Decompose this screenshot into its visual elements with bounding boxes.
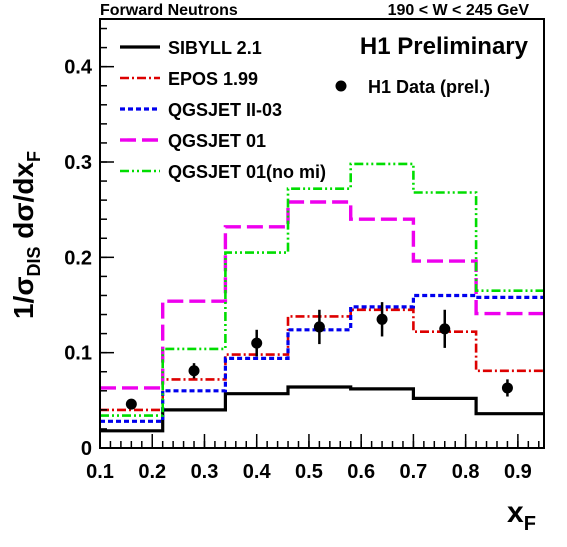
x-tick-label: 0.5 [295,461,323,483]
legend-marker-data [335,80,347,92]
x-axis-label: xF [507,496,536,535]
y-tick-label: 0.4 [64,57,93,79]
x-tick-label: 0.4 [243,461,272,483]
header-left-label: Forward Neutrons [100,2,238,19]
axis-ticks-layer: 0.1 0.2 0.3 0.4 0.5 0.6 0.7 0.8 0.900.10.20.30.4 [64,27,540,483]
y-axis-label-sub-dis: DIS [24,246,44,276]
x-tick-label: 0.8 [452,461,480,483]
data-point-4 [313,321,325,333]
series-line-1 [100,385,544,433]
x-tick-label: 0.6 [347,461,375,483]
x-tick-label: 0.7 [400,461,428,483]
data-point-5 [376,313,388,325]
y-axis-label-prefix: 1/σ [8,277,39,320]
x-axis-label-main: x [507,496,524,529]
data-point-2 [188,365,200,377]
legend-label-data: H1 Data (prel.) [368,77,490,97]
x-axis-label-sub: F [524,513,536,535]
series-line-5 [100,162,544,417]
x-tick-label: 0.9 [504,461,532,483]
x-tick-label: 0.1 [86,461,114,483]
series-line-3 [100,293,544,423]
x-tick-label: 0.3 [191,461,219,483]
y-tick-label: 0.1 [64,343,92,365]
histogram-layer [100,162,544,433]
plot-frame [99,18,545,449]
y-axis-label-mid: dσ/dx [8,162,39,247]
legend-label-4: QGSJET 01 [168,131,266,151]
legend: SIBYLL 2.1 EPOS 1.99 QGSJET II-03 QGSJET 01… [120,38,490,182]
y-axis-label-sub-f: F [24,151,44,162]
y-axis-label: 1/σDIS dσ/dxF [8,151,44,319]
legend-label-1: SIBYLL 2.1 [168,38,262,58]
x-tick-label: 0.2 [138,461,166,483]
legend-label-5: QGSJET 01(no mi) [168,162,326,182]
chart-title: H1 Preliminary [360,33,529,60]
series-line-4 [100,200,544,390]
data-point-1 [125,398,137,410]
legend-label-3: QGSJET II-03 [168,100,282,120]
y-tick-label: 0 [81,438,92,460]
y-tick-label: 0.3 [64,152,92,174]
data-points-layer [125,302,513,410]
data-point-6 [439,323,451,335]
data-point-7 [501,382,513,394]
y-tick-label: 0.2 [64,247,92,269]
legend-label-2: EPOS 1.99 [168,69,258,89]
header-right-label: 190 < W < 245 GeV [387,2,529,19]
data-point-3 [251,337,263,349]
